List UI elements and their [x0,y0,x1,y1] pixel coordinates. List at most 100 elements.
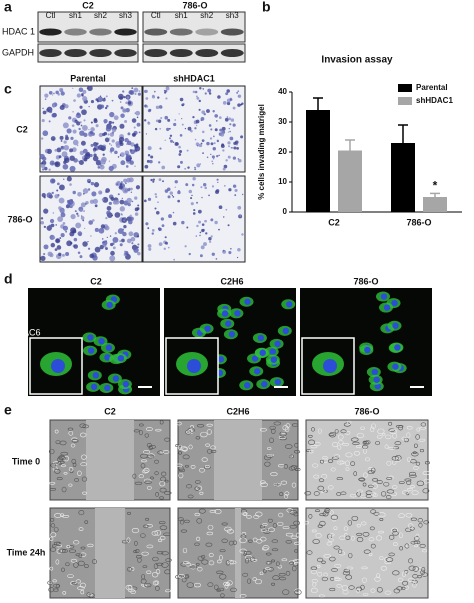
cell-stain [238,158,242,163]
cell [152,556,159,562]
cell [293,511,299,517]
cell [386,477,393,480]
cell [121,539,129,544]
cell-stain [59,87,64,92]
nucleus [251,355,259,362]
cell [146,570,152,574]
cell-stain [234,188,238,193]
cell-stain [48,120,51,123]
cell [205,542,213,547]
cell-stain [182,103,185,106]
nucleus [394,344,401,351]
lane-label: Ctl [46,11,56,20]
cell [159,487,167,493]
cell-stain [144,199,147,203]
cell-stain [64,104,69,109]
cell-stain [131,118,137,123]
cell-stain [64,157,70,163]
cell [276,561,280,567]
bar [306,110,330,212]
cell [288,560,297,564]
cell [364,457,370,462]
cell-stain [155,195,158,199]
cell [326,541,333,546]
cell [73,540,80,545]
cell [384,590,392,595]
cell [321,474,328,479]
cell-stain [214,220,218,225]
cell [177,573,185,579]
cell-stain [112,246,116,250]
cell [351,515,359,521]
chart-title: Invasion assay [321,55,393,66]
cell-stain [53,92,55,95]
cell-stain [94,246,101,253]
cell [267,447,272,450]
cell-stain [76,112,80,116]
cell-stain [79,255,83,259]
cell-stain [237,103,241,107]
cell [417,575,422,579]
cell [153,563,159,569]
cell [374,576,381,582]
cell-stain [62,122,69,129]
cell-stain [58,252,62,257]
cell-stain [129,157,133,160]
cell-stain [241,233,244,236]
cell [407,523,414,529]
cell [398,513,405,518]
cell-stain [134,212,139,216]
cell-stain [114,232,117,235]
cell [208,552,214,558]
cell-stain [147,121,151,125]
cell-stain [71,124,75,127]
nucleus [244,298,251,305]
cell-stain [236,147,239,150]
cell-stain [157,201,159,203]
cell-stain [201,228,205,233]
cell [424,461,430,465]
cell [331,456,339,460]
cell [259,571,264,576]
cell [53,526,59,533]
cell-stain [162,180,164,183]
cell [79,552,87,557]
cell-stain [190,197,193,200]
cell-stain [75,222,82,229]
cell [65,562,70,567]
cell-stain [158,105,163,109]
cell-stain [229,130,231,133]
cell [391,527,399,533]
cell-stain [106,210,111,216]
cell [156,551,164,555]
cell [317,428,322,434]
cell [294,465,299,471]
cell [164,479,169,483]
cell [378,530,384,534]
blot-band [64,28,87,36]
nucleus [391,299,398,307]
cell [54,469,61,474]
cell [288,454,295,459]
lane-label: sh1 [175,11,188,20]
cell [416,427,421,432]
cell [414,443,418,448]
cell-stain [131,200,134,203]
cell-stain [80,121,82,123]
cell-stain [210,128,213,131]
cell-stain [114,150,118,155]
nucleus [225,320,232,327]
cell [292,559,301,564]
cell-stain [105,188,110,193]
cell [130,589,136,595]
cell-stain [50,136,56,141]
cell-stain [196,224,199,228]
cell [362,593,369,596]
blot-band [39,49,62,57]
cell-stain [200,186,203,189]
cell-stain [51,113,56,118]
cell [241,531,247,536]
cell-stain [73,237,78,242]
cell [284,494,289,499]
cell [338,440,344,445]
